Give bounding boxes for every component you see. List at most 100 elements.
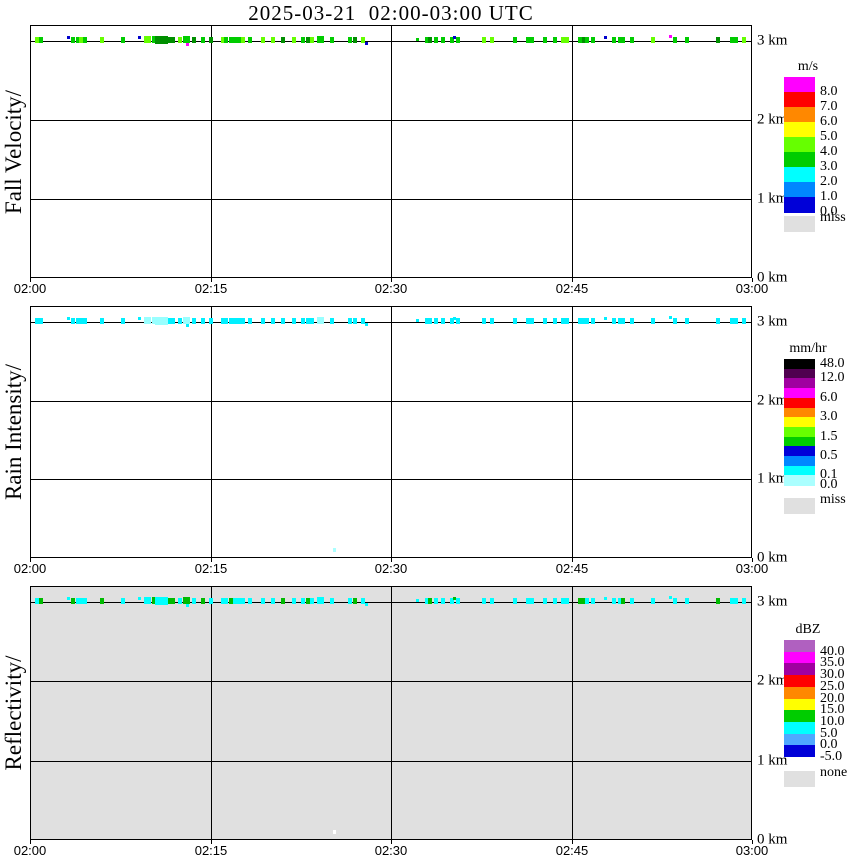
echo-mark [167, 597, 172, 604]
cb-tick-label: -5.0 [820, 749, 843, 764]
echo-mark [603, 317, 607, 321]
gridline-horizontal [30, 479, 752, 480]
echo-mark [330, 36, 334, 43]
echo-mark [561, 36, 566, 43]
echo-mark [76, 597, 81, 604]
x-tick [572, 840, 573, 844]
x-tick [211, 840, 212, 844]
echo-mark [83, 317, 88, 324]
echo-mark [361, 597, 366, 604]
x-tick [391, 558, 392, 562]
echo-mark [220, 597, 225, 604]
echo-mark [433, 36, 438, 43]
ylabel-rain-intensity: Rain Intensity/ [1, 363, 26, 501]
colorbar-band [784, 417, 815, 428]
echo-mark [716, 36, 721, 43]
echo-mark [365, 42, 369, 46]
cb-tick-label: 3.0 [820, 409, 838, 425]
echo-mark [481, 36, 486, 43]
echo-mark [83, 597, 88, 604]
echo-mark [201, 36, 206, 43]
echo-mark [734, 36, 739, 43]
echo-mark [734, 317, 739, 324]
echo-mark [167, 36, 172, 43]
echo-mark [440, 36, 445, 43]
colorbar-nodata-swatch [784, 771, 815, 787]
echo-mark [280, 36, 285, 43]
colorbar-nodata-swatch [784, 498, 815, 514]
x-tick-label: 03:00 [735, 281, 769, 296]
echo-mark [629, 597, 634, 604]
colorbar-band [784, 651, 815, 664]
echo-mark [316, 317, 324, 325]
x-tick [211, 558, 212, 562]
echo-mark [512, 317, 517, 324]
cb-tick-label: 3.0 [820, 159, 838, 174]
echo-mark [229, 597, 233, 604]
colorbar-band [784, 407, 815, 418]
colorbar-band [784, 182, 815, 198]
echo-mark [591, 317, 596, 324]
cb-tick-label: 7.0 [820, 99, 838, 114]
colorbar-band [784, 368, 815, 379]
echo-mark [552, 317, 557, 324]
echo-mark [144, 317, 152, 325]
echo-mark [416, 38, 419, 42]
cb-tick-label: 0.0 [820, 737, 838, 753]
echo-mark [581, 317, 586, 324]
echo-mark [120, 597, 125, 604]
colorbar-band [784, 167, 815, 183]
echo-mark [611, 317, 616, 324]
echo-mark [144, 597, 152, 605]
echo-mark [529, 317, 534, 324]
gridline-horizontal [30, 120, 752, 121]
echo-mark [481, 597, 486, 604]
echo-mark [433, 597, 438, 604]
echo-mark [78, 317, 83, 324]
echo-mark [67, 317, 70, 321]
colorbar-band [784, 436, 815, 447]
echo-mark [309, 317, 314, 324]
echo-mark [182, 317, 190, 325]
echo-mark [224, 36, 229, 43]
echo-mark [673, 597, 677, 604]
echo-mark [306, 36, 310, 43]
echo-mark [685, 317, 689, 324]
x-tick [30, 558, 31, 562]
echo-mark [154, 35, 168, 44]
echo-mark [425, 36, 430, 43]
echo-mark [261, 597, 266, 604]
x-tick [211, 278, 212, 282]
echo-mark [427, 597, 432, 604]
colorbar-band [784, 663, 815, 676]
x-tick [391, 278, 392, 282]
echo-mark [241, 36, 245, 43]
cb-tick-label: 15.0 [820, 702, 845, 718]
colorbar-band [784, 77, 815, 93]
km-label: 1 km [757, 470, 788, 487]
echo-mark [629, 36, 634, 43]
gridline-horizontal [30, 761, 752, 762]
echo-mark [232, 317, 237, 324]
x-tick-label: 02:00 [13, 281, 47, 296]
echo-mark [248, 597, 253, 604]
echo-mark [186, 324, 190, 328]
x-tick-label: 02:30 [374, 561, 408, 576]
page-title: 2025-03-21 02:00-03:00 UTC [248, 1, 534, 25]
echo-mark [365, 603, 369, 607]
cb-tick-label: 25.0 [820, 678, 845, 694]
cb-tick-label: 5.0 [820, 129, 838, 144]
cb-tick-label: 2.0 [820, 174, 838, 189]
echo-mark [673, 317, 677, 324]
echo-mark [178, 597, 183, 604]
echo-mark [78, 36, 83, 43]
echo-mark [309, 36, 314, 43]
echo-mark [617, 317, 622, 324]
echo-mark [617, 36, 622, 43]
echo-mark [38, 36, 43, 43]
x-tick-label: 02:15 [194, 281, 228, 296]
echo-mark [734, 597, 739, 604]
echo-mark [154, 316, 168, 325]
cb-tick-label: 0.1 [820, 467, 838, 483]
echo-mark [543, 597, 547, 604]
